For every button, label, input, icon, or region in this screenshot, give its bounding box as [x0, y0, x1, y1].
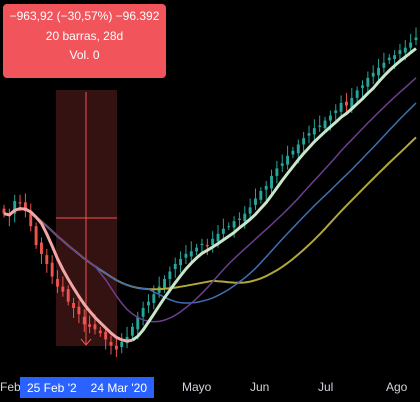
candle-body: [130, 326, 134, 336]
candle-body: [114, 345, 118, 350]
candle-body: [200, 243, 204, 246]
candle-body: [275, 168, 279, 176]
candle-body: [45, 255, 49, 264]
candle-body: [318, 125, 322, 127]
candle-body: [414, 37, 418, 41]
candle-body: [13, 201, 17, 214]
candle-body: [82, 316, 86, 325]
candle-body: [179, 258, 183, 266]
candle-body: [163, 279, 166, 290]
candle-body: [382, 62, 386, 68]
x-tick-jun: Jun: [250, 380, 270, 394]
candle-body: [173, 263, 177, 269]
ma-fast-line: [3, 207, 133, 343]
candle-body: [141, 307, 145, 317]
candle-body: [259, 191, 263, 200]
candle-body: [361, 85, 364, 88]
candle-body: [243, 213, 247, 222]
candle-body: [147, 301, 150, 306]
candle-body: [205, 245, 209, 247]
candle-body: [280, 163, 284, 166]
candle-body: [77, 306, 81, 315]
candle-body: [50, 262, 54, 277]
candle-body: [302, 138, 306, 145]
range-start-label: 25 Feb '2: [27, 380, 77, 395]
candle-body: [403, 47, 407, 53]
candle-body: [120, 341, 124, 347]
candle-body: [29, 213, 33, 227]
candle-body: [371, 72, 375, 77]
candle-body: [88, 324, 92, 327]
candle-body: [270, 175, 273, 189]
candle-body: [291, 150, 295, 155]
candle-body: [195, 247, 199, 252]
candle-body: [387, 57, 391, 61]
candle-body: [109, 341, 113, 346]
measure-change: −963,92 (−30,57%) −96.392: [9, 9, 160, 23]
candle-body: [398, 50, 402, 54]
x-tick-jul: Jul: [318, 380, 334, 394]
candle-body: [296, 144, 300, 154]
candle-body: [248, 207, 252, 214]
x-tick-feb: Feb: [0, 380, 21, 394]
candle-body: [355, 90, 359, 98]
candle-body: [66, 289, 70, 302]
candle-body: [136, 316, 140, 330]
candle-body: [189, 251, 193, 257]
candle-body: [344, 101, 348, 106]
candle-body: [237, 218, 241, 220]
candle-body: [104, 331, 108, 340]
candle-body: [312, 128, 316, 135]
candle-body: [339, 102, 343, 112]
candle-body: [323, 120, 327, 129]
candle-body: [98, 330, 102, 334]
measure-arrow-head: [80, 338, 92, 346]
candle-body: [409, 42, 413, 48]
candle-body: [254, 198, 257, 205]
range-end-label: 24 Mar '20: [90, 380, 147, 395]
candle-body: [72, 302, 76, 308]
candle-body: [307, 133, 311, 136]
candle-body: [168, 271, 172, 280]
measure-bars: 20 barras, 28d: [45, 28, 124, 43]
candle-body: [264, 185, 268, 190]
x-range-badge: 25 Feb '2 24 Mar '20: [20, 377, 154, 398]
candle-body: [18, 202, 22, 204]
x-tick-mayo: Mayo: [182, 380, 212, 394]
measure-volume: Vol. 0: [69, 48, 100, 62]
candle-body: [216, 233, 220, 242]
candle-body: [23, 202, 27, 212]
x-tick-ago: Ago: [386, 380, 408, 394]
candle-body: [40, 242, 43, 254]
candle-body: [152, 294, 156, 303]
ma-fast-recovery-line: [131, 47, 417, 342]
candle-body: [393, 55, 397, 59]
candle-body: [56, 279, 59, 287]
candle-body: [328, 115, 332, 121]
candle-body: [211, 238, 215, 246]
candle-body: [286, 155, 290, 165]
measure-tooltip: −963,92 (−30,57%) −96.392 20 barras, 28d…: [3, 4, 166, 78]
candle-body: [366, 77, 370, 87]
candle-body: [227, 226, 231, 228]
candle-body: [221, 228, 225, 234]
candle-body: [232, 221, 236, 228]
candle-body: [2, 208, 6, 214]
candle-body: [61, 286, 65, 292]
candle-body: [377, 67, 380, 76]
candle-body: [34, 226, 38, 246]
candle-body: [350, 97, 354, 109]
candle-body: [93, 324, 97, 330]
candle-body: [184, 253, 188, 258]
ma-purple-line: [3, 77, 417, 323]
candle-body: [334, 110, 338, 114]
